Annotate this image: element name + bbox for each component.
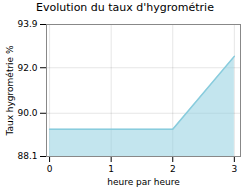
svg-text:2: 2: [170, 164, 176, 174]
svg-text:1: 1: [108, 164, 114, 174]
svg-text:0: 0: [47, 164, 53, 174]
svg-text:93.9: 93.9: [17, 19, 37, 29]
svg-text:heure par heure: heure par heure: [107, 177, 180, 187]
svg-text:Taux hygrométrie %: Taux hygrométrie %: [5, 45, 15, 137]
svg-text:88.1: 88.1: [17, 151, 37, 161]
svg-text:90.0: 90.0: [17, 108, 37, 118]
html-text:Evolution du taux d'hygrométri: Evolution du taux d'hygrométrie: [36, 1, 214, 14]
svg-text:3: 3: [231, 164, 237, 174]
svg-text:92.0: 92.0: [17, 63, 37, 73]
